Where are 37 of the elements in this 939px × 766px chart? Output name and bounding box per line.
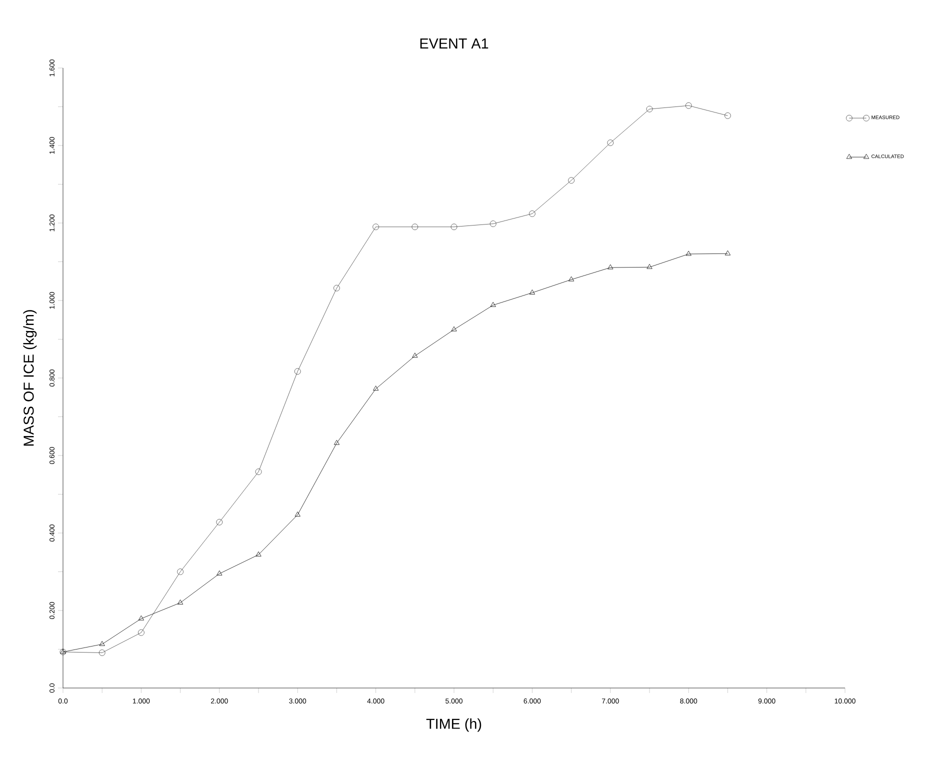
point [178,600,184,604]
point [256,552,262,556]
point [646,264,652,269]
point [99,641,105,646]
point [98,650,106,656]
point [686,250,692,256]
point [372,224,380,230]
point [685,102,692,109]
point [412,224,418,230]
point [450,224,458,230]
point [529,210,536,217]
point [294,368,301,375]
point [373,386,379,391]
point [138,629,144,636]
point [138,615,144,620]
point [490,302,496,307]
point [294,512,300,516]
chart-title: EVENT A1 [420,38,488,48]
point [334,284,340,292]
point [490,220,496,227]
point [216,518,223,526]
point [724,112,731,119]
point [724,250,731,256]
point [646,106,653,112]
point [529,290,536,294]
point [216,570,222,576]
point [568,177,575,184]
point [607,140,614,146]
point [334,440,340,445]
point [568,276,574,282]
point [177,568,184,575]
y-axis-title: MASS OF ICE (kg/m) [23,310,37,446]
point [451,326,457,332]
point [412,352,418,358]
point [608,264,614,270]
point [255,468,262,475]
x-axis-title: TIME (h) [426,718,482,732]
